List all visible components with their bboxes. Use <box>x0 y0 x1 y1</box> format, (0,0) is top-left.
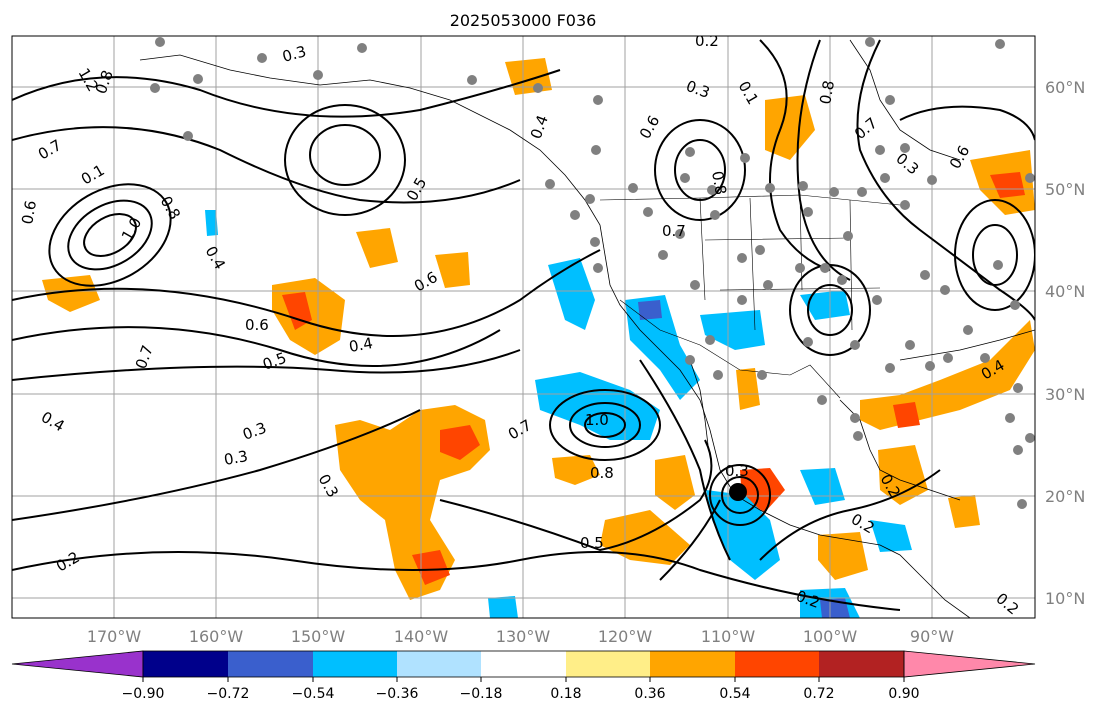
shade-blue-region <box>638 300 662 320</box>
shade-blue-region <box>870 520 912 552</box>
contour-label: 0.6 <box>18 199 40 226</box>
colorbar: −0.90 −0.72 −0.54 −0.36 −0.18 0.18 0.36 … <box>11 650 1036 702</box>
shade-orange-region <box>42 275 100 312</box>
lat-label: 30°N <box>1045 385 1085 404</box>
colorbar-segment <box>228 651 313 677</box>
shade-orange-region <box>356 228 398 268</box>
contour-label: 0.3 <box>280 42 308 66</box>
colorbar-segment <box>566 651 650 677</box>
shade-blue-region <box>488 596 518 618</box>
shade-red-region <box>740 468 785 512</box>
lon-label: 110°W <box>701 627 756 646</box>
shade-orange-region <box>860 320 1035 430</box>
contour-label: 0.5 <box>580 534 604 552</box>
shade-orange-region <box>552 455 600 485</box>
lon-label: 90°W <box>910 627 954 646</box>
colorbar-tick-label: 0.72 <box>803 686 834 702</box>
colorbar-tick-label: 0.90 <box>888 686 919 702</box>
contour-label: 0.3 <box>725 462 749 480</box>
colorbar-segment <box>481 651 566 677</box>
shade-red-region <box>440 425 480 460</box>
shade-blue-region <box>535 372 660 440</box>
station-markers <box>150 37 1035 509</box>
contour-label: 0.4 <box>348 334 375 356</box>
shade-blue-region <box>625 295 700 400</box>
contour-lines <box>12 39 1035 611</box>
shade-blue-region <box>800 290 850 320</box>
contour-label: 0.7 <box>662 222 686 240</box>
contour-label: 1.0 <box>585 411 609 429</box>
shade-red-region <box>990 172 1025 198</box>
lon-label: 120°W <box>598 627 653 646</box>
shade-orange-region <box>948 495 980 528</box>
map-panel: 1.2 0.8 0.7 0.6 0.3 0.4 0.5 1.0 0.2 0.1 … <box>11 32 1036 619</box>
map-title: 2025053000 F036 <box>450 11 597 30</box>
colorbar-segment <box>313 651 397 677</box>
lon-label: 160°W <box>189 627 244 646</box>
colorbar-segment <box>903 650 1036 678</box>
colorbar-segment <box>650 651 735 677</box>
colorbar-frame <box>142 650 905 678</box>
colorbar-tick-label: −0.72 <box>207 686 250 702</box>
colorbar-tick-label: −0.18 <box>460 686 503 702</box>
lon-label: 150°W <box>291 627 346 646</box>
lon-label: 140°W <box>394 627 449 646</box>
political-borders <box>599 194 901 399</box>
storm-center-marker <box>729 483 747 501</box>
colorbar-segment <box>11 650 144 678</box>
latitude-labels: 60°N 50°N 40°N 30°N 20°N 10°N <box>1045 78 1085 608</box>
shade-orange-region <box>765 95 815 160</box>
shade-orange-region <box>435 252 470 288</box>
lon-label: 100°W <box>803 627 858 646</box>
coastlines <box>139 39 1035 618</box>
colorbar-tick-label: −0.90 <box>122 686 165 702</box>
shade-red-region <box>893 402 920 428</box>
colorbar-tick-label: 0.36 <box>634 686 665 702</box>
lat-label: 10°N <box>1045 589 1085 608</box>
shaded-anomalies <box>42 58 1035 618</box>
lon-label: 130°W <box>496 627 551 646</box>
contour-label: 0.3 <box>223 447 250 469</box>
contour-label: 0.8 <box>816 79 838 106</box>
shade-orange-region <box>600 510 690 565</box>
contour-label: 0.8 <box>590 464 614 482</box>
lat-label: 20°N <box>1045 487 1085 506</box>
colorbar-segment <box>143 651 228 677</box>
colorbar-segment <box>735 651 819 677</box>
contour-label: 0.2 <box>695 32 719 50</box>
colorbar-tick-label: 0.18 <box>550 686 581 702</box>
lat-label: 40°N <box>1045 282 1085 301</box>
colorbar-segment <box>397 651 481 677</box>
shade-blue-region <box>548 258 595 330</box>
shade-orange-region <box>736 368 760 410</box>
contour-label: 0.6 <box>245 316 269 334</box>
colorbar-tick-label: −0.36 <box>376 686 419 702</box>
shade-blue-region <box>205 210 218 236</box>
contour-label: 0.8 <box>708 170 730 197</box>
map-frame <box>11 35 1036 619</box>
lat-label: 60°N <box>1045 78 1085 97</box>
shade-blue-region <box>700 310 765 350</box>
shade-orange-region <box>878 445 928 505</box>
colorbar-segment <box>819 651 904 677</box>
lat-label: 50°N <box>1045 180 1085 199</box>
longitude-labels: 170°W 160°W 150°W 140°W 130°W 120°W 110°… <box>87 627 954 646</box>
graticule <box>12 36 1035 618</box>
colorbar-tick-label: 0.54 <box>719 686 750 702</box>
colorbar-tick-label: −0.54 <box>292 686 335 702</box>
lon-label: 170°W <box>87 627 142 646</box>
